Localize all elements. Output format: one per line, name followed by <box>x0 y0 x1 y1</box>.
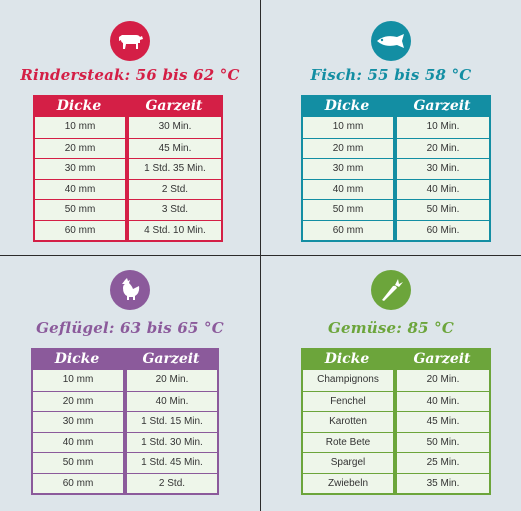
column-dicke: 10 mm 20 mm 30 mm 40 mm 50 mm 60 mm <box>33 370 123 493</box>
table-cell: 40 mm <box>33 431 123 452</box>
column-dicke: 10 mm 20 mm 30 mm 40 mm 50 mm 60 mm <box>35 117 125 240</box>
column-separator <box>125 117 129 240</box>
table-cell: 1 Std. 45 Min. <box>127 452 217 473</box>
header-garzeit: Garzeit <box>413 351 471 367</box>
table-cell: 30 mm <box>35 158 125 179</box>
table-cell: 2 Std. <box>127 472 217 493</box>
cooking-table: Dicke Garzeit 10 mm 20 mm 30 mm 40 mm 50… <box>301 95 491 242</box>
header-garzeit: Garzeit <box>145 98 203 114</box>
fish-icon-circle <box>371 21 411 61</box>
table-cell: 60 mm <box>33 472 123 493</box>
table-cell: Champignons <box>303 370 393 391</box>
table-cell: 10 mm <box>35 117 125 138</box>
table-cell: 30 mm <box>33 411 123 432</box>
cow-icon-circle <box>110 21 150 61</box>
column-separator <box>393 117 397 240</box>
panel-rindersteak: Rindersteak: 56 bis 62 °C Dicke Garzeit … <box>0 0 260 255</box>
chicken-icon-circle <box>110 270 150 310</box>
header-garzeit: Garzeit <box>413 98 471 114</box>
table-header: Dicke Garzeit <box>31 348 219 370</box>
column-dicke: Champignons Fenchel Karotten Rote Bete S… <box>303 370 393 493</box>
table-cell: 4 Std. 10 Min. <box>129 219 221 240</box>
table-cell: 30 Min. <box>129 117 221 138</box>
column-garzeit: 20 Min. 40 Min. 1 Std. 15 Min. 1 Std. 30… <box>127 370 217 493</box>
panel-title: Rindersteak: 56 bis 62 °C <box>20 66 240 84</box>
panel-title: Gemüse: 85 °C <box>327 319 454 337</box>
table-cell: 20 mm <box>35 137 125 158</box>
table-cell: 40 Min. <box>127 390 217 411</box>
carrot-icon <box>382 279 403 301</box>
panel-fisch: Fisch: 55 bis 58 °C Dicke Garzeit 10 mm … <box>261 0 521 255</box>
table-cell: 20 mm <box>303 137 393 158</box>
table-header: Dicke Garzeit <box>301 95 491 117</box>
table-cell: 20 Min. <box>397 370 489 391</box>
horizontal-divider <box>0 255 521 256</box>
table-cell: Spargel <box>303 452 393 473</box>
table-cell: 10 Min. <box>397 117 489 138</box>
cooking-table: Dicke Garzeit 10 mm 20 mm 30 mm 40 mm 50… <box>31 348 219 495</box>
table-cell: 60 mm <box>35 219 125 240</box>
table-cell: 20 mm <box>33 390 123 411</box>
table-cell: 20 Min. <box>397 137 489 158</box>
table-cell: 10 mm <box>33 370 123 391</box>
chicken-icon <box>122 278 140 300</box>
table-cell: 40 Min. <box>397 178 489 199</box>
table-cell: 10 mm <box>303 117 393 138</box>
column-separator <box>393 370 397 493</box>
table-header: Dicke Garzeit <box>301 348 491 370</box>
column-separator <box>123 370 127 493</box>
table-cell: 50 mm <box>303 199 393 220</box>
table-cell: 45 Min. <box>129 137 221 158</box>
cooking-table: Dicke Garzeit 10 mm 20 mm 30 mm 40 mm 50… <box>33 95 223 242</box>
table-cell: Zwiebeln <box>303 472 393 493</box>
table-cell: 20 Min. <box>127 370 217 391</box>
table-body: Champignons Fenchel Karotten Rote Bete S… <box>301 370 491 495</box>
table-cell: 50 Min. <box>397 199 489 220</box>
cow-icon <box>119 35 143 49</box>
table-cell: Karotten <box>303 411 393 432</box>
table-cell: 1 Std. 15 Min. <box>127 411 217 432</box>
panel-title: Fisch: 55 bis 58 °C <box>310 66 472 84</box>
table-cell: 35 Min. <box>397 472 489 493</box>
table-cell: Rote Bete <box>303 431 393 452</box>
table-body: 10 mm 20 mm 30 mm 40 mm 50 mm 60 mm 20 M… <box>31 370 219 495</box>
header-garzeit: Garzeit <box>142 351 200 367</box>
panel-gemuese: Gemüse: 85 °C Dicke Garzeit Champignons … <box>261 256 521 511</box>
table-cell: 40 mm <box>35 178 125 199</box>
table-cell: 2 Std. <box>129 178 221 199</box>
header-dicke: Dicke <box>324 351 370 367</box>
table-body: 10 mm 20 mm 30 mm 40 mm 50 mm 60 mm 30 M… <box>33 117 223 242</box>
column-dicke: 10 mm 20 mm 30 mm 40 mm 50 mm 60 mm <box>303 117 393 240</box>
column-garzeit: 30 Min. 45 Min. 1 Std. 35 Min. 2 Std. 3 … <box>129 117 221 240</box>
table-cell: 40 Min. <box>397 390 489 411</box>
table-cell: 50 Min. <box>397 431 489 452</box>
panel-title: Geflügel: 63 bis 65 °C <box>36 319 224 337</box>
table-body: 10 mm 20 mm 30 mm 40 mm 50 mm 60 mm 10 M… <box>301 117 491 242</box>
table-cell: 60 mm <box>303 219 393 240</box>
table-cell: 30 mm <box>303 158 393 179</box>
table-cell: 40 mm <box>303 178 393 199</box>
cooking-table: Dicke Garzeit Champignons Fenchel Karott… <box>301 348 491 495</box>
table-cell: 1 Std. 30 Min. <box>127 431 217 452</box>
table-cell: 30 Min. <box>397 158 489 179</box>
table-cell: 60 Min. <box>397 219 489 240</box>
header-dicke: Dicke <box>324 98 370 114</box>
column-garzeit: 20 Min. 40 Min. 45 Min. 50 Min. 25 Min. … <box>397 370 489 493</box>
header-dicke: Dicke <box>54 351 100 367</box>
table-cell: 50 mm <box>35 199 125 220</box>
table-cell: 3 Std. <box>129 199 221 220</box>
table-cell: 25 Min. <box>397 452 489 473</box>
table-cell: Fenchel <box>303 390 393 411</box>
panel-gefluegel: Geflügel: 63 bis 65 °C Dicke Garzeit 10 … <box>0 256 260 511</box>
column-garzeit: 10 Min. 20 Min. 30 Min. 40 Min. 50 Min. … <box>397 117 489 240</box>
table-cell: 1 Std. 35 Min. <box>129 158 221 179</box>
table-header: Dicke Garzeit <box>33 95 223 117</box>
carrot-icon-circle <box>371 270 411 310</box>
table-cell: 50 mm <box>33 452 123 473</box>
fish-icon <box>377 34 404 48</box>
table-cell: 45 Min. <box>397 411 489 432</box>
header-dicke: Dicke <box>56 98 102 114</box>
